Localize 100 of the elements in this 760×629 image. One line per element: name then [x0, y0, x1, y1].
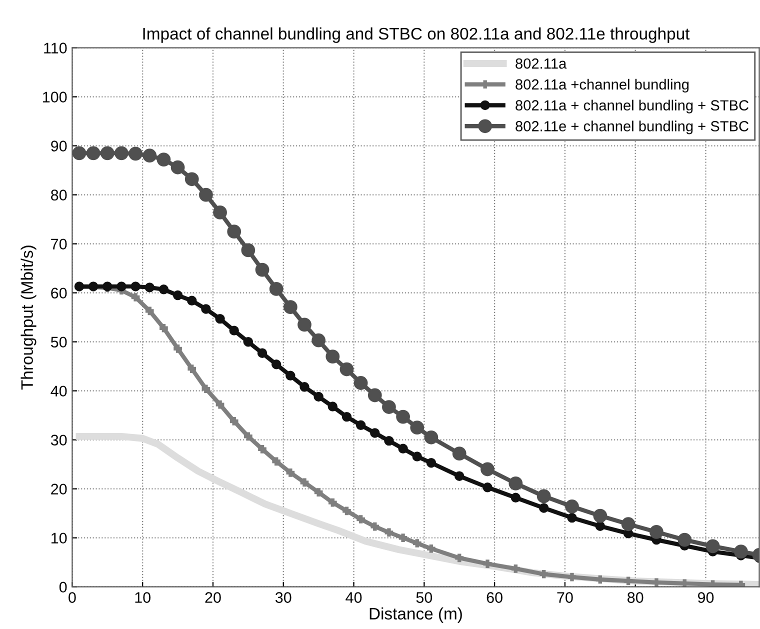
point	[326, 350, 340, 364]
point	[328, 402, 338, 412]
legend-label: 802.11e + channel bundling + STBC	[516, 120, 748, 134]
point	[384, 528, 394, 537]
point	[144, 282, 154, 292]
point	[624, 576, 632, 586]
point	[100, 146, 114, 160]
x-tick-label: 60	[486, 592, 502, 603]
point	[160, 324, 168, 332]
point	[172, 290, 183, 300]
y-tick-label: 100	[43, 92, 67, 102]
point	[538, 503, 549, 513]
legend-label: 802.11a +channel bundling	[516, 78, 689, 92]
x-axis-title: Distance (m)	[370, 607, 462, 623]
point	[370, 522, 380, 531]
point	[368, 388, 382, 402]
point	[452, 446, 466, 461]
point	[567, 512, 577, 523]
point	[142, 148, 157, 163]
x-tick-label: 40	[346, 592, 362, 603]
point	[202, 384, 210, 394]
point	[536, 489, 551, 504]
x-tick-label: 20	[205, 592, 221, 603]
x-tick-label: 50	[416, 592, 432, 603]
point	[382, 400, 396, 414]
point	[483, 560, 492, 568]
point	[243, 336, 254, 347]
point	[412, 539, 422, 548]
chart-title: Impact of channel bundling and STBC on 802.11a and 802.11e throughput	[143, 27, 690, 43]
point	[510, 492, 521, 503]
point	[412, 452, 422, 462]
point	[356, 420, 366, 430]
point	[512, 564, 520, 573]
point	[568, 572, 576, 582]
point	[215, 314, 225, 324]
point	[427, 544, 436, 553]
point	[342, 506, 351, 516]
point	[356, 515, 365, 524]
point	[314, 392, 324, 402]
y-tick-label: 0	[59, 582, 67, 593]
point	[201, 304, 211, 314]
x-tick-label: 0	[68, 592, 76, 603]
x-tick-label: 70	[557, 592, 573, 603]
point	[272, 457, 281, 466]
point	[286, 468, 295, 477]
point	[213, 206, 227, 220]
point	[131, 293, 140, 302]
point	[114, 146, 128, 160]
point	[480, 462, 494, 476]
point	[128, 146, 142, 161]
point	[145, 306, 154, 316]
point	[300, 382, 310, 392]
point	[354, 376, 368, 390]
point	[328, 498, 337, 507]
point	[398, 534, 408, 542]
point	[188, 364, 196, 373]
point	[540, 570, 548, 578]
point	[72, 146, 86, 160]
point	[312, 333, 326, 348]
point	[595, 521, 606, 531]
point	[482, 482, 492, 492]
point	[187, 296, 197, 306]
point	[244, 432, 252, 441]
point	[454, 471, 464, 481]
point	[216, 400, 224, 409]
point	[455, 554, 464, 562]
point	[199, 188, 213, 202]
x-tick-label: 10	[135, 592, 150, 603]
y-tick-label: 80	[51, 190, 67, 201]
point	[255, 262, 270, 277]
point	[342, 412, 352, 422]
point	[257, 348, 268, 358]
y-axis-title: Throughput (Mbit/s)	[20, 246, 36, 390]
point	[86, 146, 100, 160]
point	[271, 360, 282, 370]
x-tick-label: 80	[628, 592, 644, 603]
point	[156, 152, 171, 166]
y-tick-label: 10	[52, 532, 67, 544]
point	[227, 224, 242, 239]
point	[384, 436, 394, 446]
point	[283, 300, 298, 314]
x-tick-label: 30	[275, 592, 292, 603]
point	[508, 476, 523, 490]
point	[241, 243, 256, 258]
y-tick-label: 30	[50, 434, 67, 446]
point	[174, 344, 182, 353]
point	[370, 428, 380, 438]
point	[170, 160, 185, 174]
point	[734, 544, 748, 559]
point	[130, 282, 140, 292]
point	[298, 318, 312, 332]
point	[314, 488, 323, 496]
point	[565, 500, 579, 514]
point	[426, 458, 436, 468]
point	[300, 478, 309, 487]
y-tick-label: 50	[50, 336, 67, 348]
point	[410, 420, 424, 435]
point	[116, 282, 126, 292]
y-tick-label: 90	[51, 140, 67, 152]
point	[650, 525, 664, 539]
